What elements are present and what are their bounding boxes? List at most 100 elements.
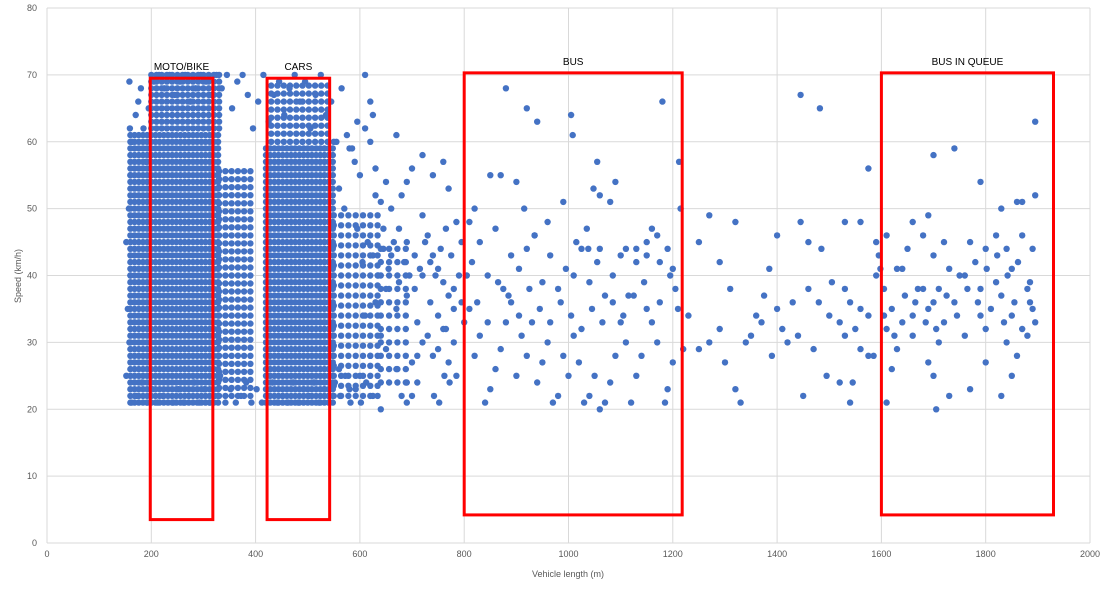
data-point [163,118,171,125]
data-point [377,365,384,373]
x-tick-label: 2000 [1080,549,1100,559]
data-point [174,105,181,112]
data-point [385,299,393,306]
data-point [414,352,421,359]
data-point [305,98,312,105]
data-point [437,245,444,252]
data-point [732,386,739,393]
data-point [695,238,703,246]
data-point [1008,312,1015,319]
data-point [293,106,300,113]
data-point [794,332,802,339]
data-point [337,302,345,309]
data-point [580,399,588,406]
x-tick-label: 1400 [767,549,787,559]
data-point [311,130,319,137]
data-point [228,105,236,112]
data-point [914,285,922,293]
data-point [338,85,345,92]
data-point [215,280,223,287]
data-point [429,252,437,259]
data-point [215,78,223,85]
data-point [240,344,248,351]
data-point [228,248,235,255]
data-point [758,319,765,326]
data-point [189,98,197,105]
data-point [318,82,325,89]
data-point [280,90,287,97]
region-label: BUS [563,57,584,68]
data-point [440,279,447,286]
data-point [247,368,254,375]
data-point [367,372,374,379]
data-point [234,184,242,191]
data-point [163,125,171,132]
data-point [930,151,937,159]
data-point [562,265,570,272]
data-point [367,332,374,339]
data-point [305,122,312,129]
data-point [347,399,354,406]
data-point [222,216,229,223]
data-point [200,78,207,85]
data-point [352,322,359,329]
data-point [609,272,616,279]
data-point [596,406,603,413]
data-point [234,232,242,239]
data-point [348,145,356,152]
data-point [318,122,325,129]
data-point [664,386,671,393]
data-point [385,312,393,319]
data-point [919,285,927,293]
data-point [445,359,452,366]
data-point [617,319,624,326]
data-point [374,332,381,339]
data-point [268,82,275,89]
data-point [630,292,637,299]
data-point [901,292,909,299]
data-point [367,262,374,269]
data-point [215,168,223,175]
data-point [361,125,369,132]
data-point [367,98,374,105]
data-point [352,262,359,269]
data-point [311,114,319,121]
data-point [153,71,160,79]
data-point [789,299,796,306]
data-point [179,85,186,92]
data-point [946,265,953,272]
data-point [672,285,679,293]
data-point [594,258,601,266]
data-point [169,71,176,79]
data-point [408,359,416,366]
data-point [189,118,197,125]
data-point [617,252,624,259]
y-axis-title: Speed (km/h) [13,249,23,303]
data-point [369,111,377,119]
data-point [240,248,248,255]
data-point [234,352,242,359]
y-tick-label: 70 [27,70,37,80]
data-point [169,111,176,119]
data-point [930,299,937,306]
data-point [466,305,473,313]
data-point [184,91,191,99]
data-point [385,285,393,293]
data-point [612,352,619,359]
data-point [573,238,580,246]
data-point [330,282,337,289]
data-point [248,399,255,406]
data-point [578,325,585,333]
data-point [234,360,242,367]
data-point [234,256,242,263]
data-point [359,292,367,299]
data-point [549,399,557,406]
data-point [891,332,898,339]
data-point [318,98,325,105]
data-point [367,138,374,145]
data-point [232,399,239,406]
data-point [234,384,242,392]
data-point [137,85,145,92]
data-point [601,399,609,406]
data-point [367,352,374,359]
